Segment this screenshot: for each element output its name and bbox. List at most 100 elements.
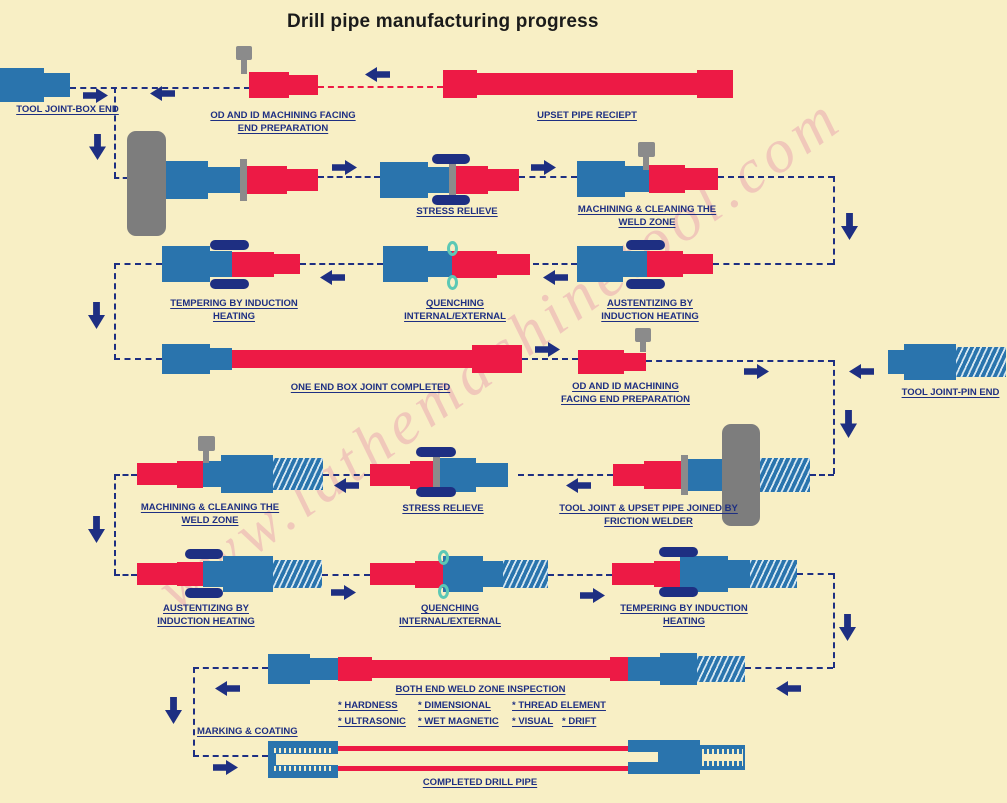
austentizing-pipe-graphic xyxy=(577,246,713,282)
arrow-down-icon xyxy=(88,516,105,543)
pipe-segment xyxy=(162,344,210,374)
pipe-segment xyxy=(310,658,338,680)
tempering-pipe-graphic xyxy=(162,246,300,282)
thread-dots xyxy=(702,761,743,766)
induction-coil-icon xyxy=(185,549,223,559)
flow-connector xyxy=(322,574,370,576)
flow-connector xyxy=(300,263,383,265)
completed-pipe-joint-graphic xyxy=(628,740,700,774)
threaded-pin-segment xyxy=(273,458,323,490)
step-label-friction-welded-pin: TOOL JOINT & UPSET PIPE JOINED BY FRICTI… xyxy=(559,503,738,527)
arrow-left-icon xyxy=(849,364,874,379)
friction-welded-pipe-graphic xyxy=(166,159,318,201)
friction-welder-block xyxy=(127,131,166,236)
flow-connector xyxy=(114,87,116,178)
threaded-pin-segment xyxy=(697,656,745,682)
weld-ring xyxy=(433,455,440,495)
flow-connector xyxy=(114,574,137,576)
machining-tool-icon xyxy=(635,328,651,342)
pipe-segment xyxy=(904,344,956,380)
pipe-segment xyxy=(203,561,223,587)
completed-pipe-body-graphic xyxy=(338,746,628,771)
arrow-right-icon xyxy=(580,588,605,603)
machining-tool-icon xyxy=(638,142,655,157)
pipe-segment xyxy=(232,251,274,277)
arrow-right-icon xyxy=(744,364,769,379)
pipe-segment xyxy=(289,75,318,95)
pipe-segment xyxy=(370,464,410,486)
arrow-left-icon xyxy=(776,681,801,696)
flow-connector xyxy=(718,176,834,178)
pipe-segment xyxy=(483,561,503,587)
quenching-pipe-graphic xyxy=(370,556,548,592)
flow-connector xyxy=(114,474,116,575)
pipe-segment xyxy=(383,246,428,282)
induction-coil-icon xyxy=(185,588,223,598)
machined-pipe-end-graphic xyxy=(249,72,318,98)
machining-tool-icon xyxy=(643,156,649,170)
flow-connector xyxy=(646,360,834,362)
step-label-stress-relieve-box: STRESS RELIEVE xyxy=(416,206,498,217)
step-label-tool-joint-box-end: TOOL JOINT-BOX END xyxy=(16,104,119,115)
machining-cleaning-pipe-graphic xyxy=(137,455,323,493)
induction-coil-icon xyxy=(210,240,249,250)
stress-relieve-pipe-graphic xyxy=(380,159,519,201)
pipe-segment xyxy=(660,653,697,685)
threaded-pin-segment xyxy=(503,560,548,588)
pipe-segment xyxy=(372,660,610,678)
induction-coil-icon xyxy=(659,547,698,557)
step-label-inspection-title: BOTH END WELD ZONE INSPECTION xyxy=(395,684,566,695)
step-label-quenching-pin: QUENCHING INTERNAL/EXTERNAL xyxy=(399,603,501,627)
flow-connector xyxy=(193,667,195,756)
induction-coil-icon xyxy=(659,587,698,597)
pipe-segment xyxy=(44,73,70,97)
pipe-bore xyxy=(628,752,658,762)
flow-connector xyxy=(533,263,577,265)
pipe-bore xyxy=(702,754,743,761)
upset-pipe-graphic xyxy=(443,70,733,98)
flow-connector xyxy=(318,176,380,178)
pipe-segment xyxy=(177,460,203,488)
arrow-down-icon xyxy=(165,697,182,724)
flow-connector xyxy=(810,474,834,476)
stress-relieve-pipe-graphic xyxy=(370,455,508,495)
pipe-segment xyxy=(577,161,625,197)
pipe-segment xyxy=(578,350,624,374)
machining-tool-icon xyxy=(236,46,252,60)
tempering-pipe-graphic xyxy=(612,556,797,592)
pipe-segment xyxy=(625,166,649,192)
pipe-segment xyxy=(210,348,232,370)
step-label-upset-pipe-receipt: UPSET PIPE RECIEPT xyxy=(537,110,637,121)
flow-connector xyxy=(318,86,443,88)
pipe-segment xyxy=(415,560,443,588)
pipe-segment xyxy=(370,563,415,585)
pipe-segment xyxy=(177,562,203,586)
flow-connector xyxy=(745,667,833,669)
arrow-right-icon xyxy=(331,585,356,600)
pipe-segment xyxy=(697,70,733,98)
threaded-pin-segment xyxy=(760,458,810,492)
pipe-segment xyxy=(162,246,210,282)
pipe-segment xyxy=(274,254,300,274)
step-label-od-id-machining-pin: OD AND ID MACHINING FACING END PREPARATI… xyxy=(561,381,690,405)
weld-ring xyxy=(240,159,247,201)
arrow-down-icon xyxy=(840,410,857,438)
pipe-segment xyxy=(623,251,647,277)
flow-connector xyxy=(548,574,612,576)
pipe-segment xyxy=(247,166,287,194)
arrow-left-icon xyxy=(320,270,345,285)
pipe-segment xyxy=(612,563,654,585)
induction-coil-icon xyxy=(416,447,456,457)
thread-dots xyxy=(274,748,332,753)
pipe-segment xyxy=(654,561,680,587)
pipe-segment xyxy=(888,350,904,374)
arrow-down-icon xyxy=(88,302,105,329)
inspection-item: * THREAD ELEMENT xyxy=(512,700,606,711)
threaded-pin-graphic xyxy=(760,458,810,492)
step-label-quenching-box: QUENCHING INTERNAL/EXTERNAL xyxy=(404,298,506,322)
step-label-machining-cleaning-box: MACHINING & CLEANING THE WELD ZONE xyxy=(577,204,717,228)
pipe-segment xyxy=(137,463,177,485)
pipe-segment xyxy=(649,165,685,193)
flow-connector xyxy=(323,474,370,476)
austentizing-pipe-graphic xyxy=(137,556,322,592)
